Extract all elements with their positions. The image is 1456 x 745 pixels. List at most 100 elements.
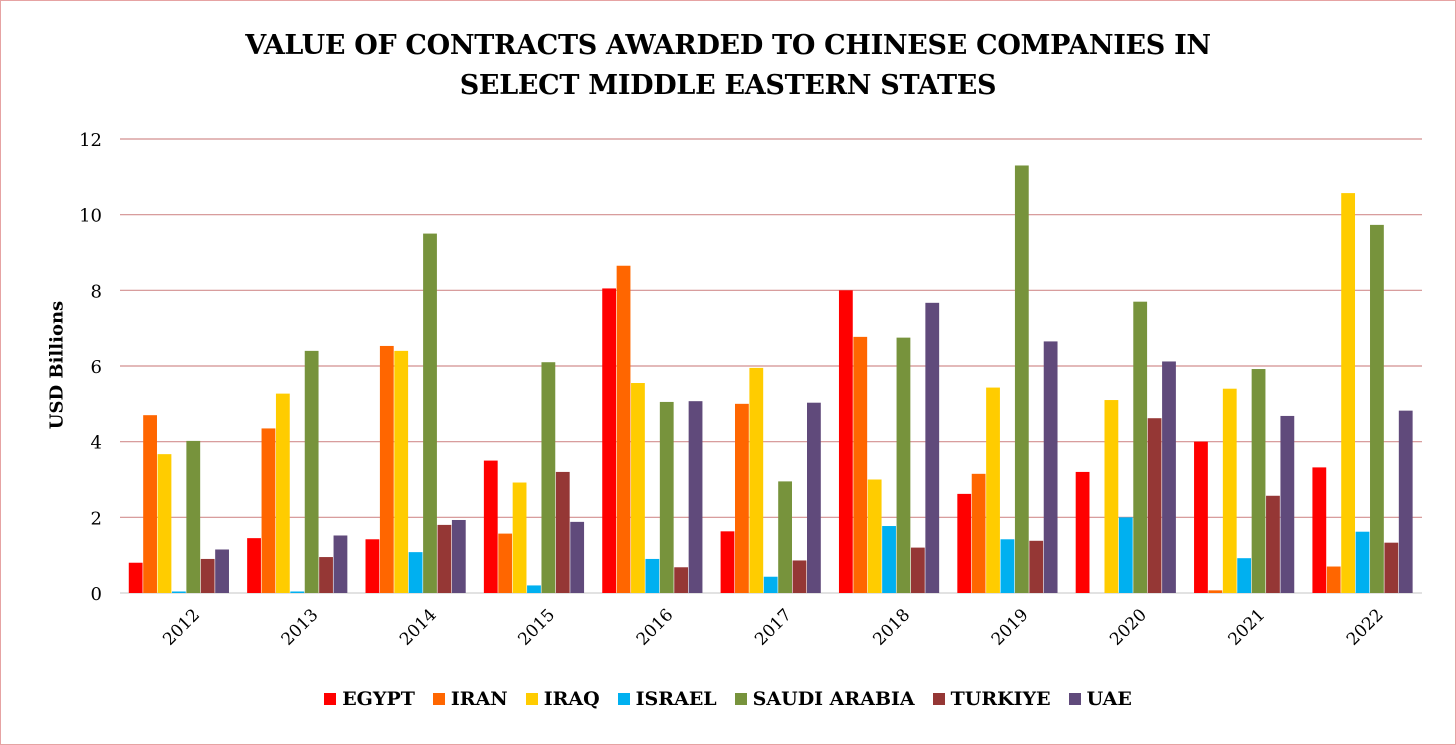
bar-turkiye-2019 (1029, 540, 1044, 593)
bar-iran-2013 (261, 428, 276, 593)
y-tick-label: 8 (91, 281, 102, 302)
bar-israel-2019 (1000, 539, 1015, 593)
bar-egypt-2018 (838, 290, 853, 593)
bar-saudi-arabia-2013 (304, 350, 319, 593)
bar-turkiye-2018 (910, 547, 925, 593)
legend-item-israel: ISRAEL (617, 688, 717, 710)
bar-iran-2017 (735, 403, 749, 593)
bar-egypt-2012 (128, 562, 143, 593)
bar-egypt-2017 (720, 531, 735, 593)
bar-uae-2013 (333, 535, 348, 593)
bar-iraq-2016 (631, 383, 645, 593)
bar-turkiye-2020 (1147, 418, 1162, 593)
bar-iran-2015 (498, 533, 513, 593)
bar-israel-2014 (408, 552, 423, 593)
bar-saudi-arabia-2015 (541, 362, 556, 593)
chart-title-line-1: VALUE OF CONTRACTS AWARDED TO CHINESE CO… (245, 30, 1211, 61)
bar-iran-2022 (1326, 566, 1341, 593)
x-tick-label: 2014 (396, 605, 441, 650)
legend-label: EGYPT (342, 688, 415, 710)
bar-uae-2012 (215, 549, 229, 593)
x-tick-label: 2020 (1106, 605, 1151, 650)
bar-turkiye-2022 (1384, 542, 1399, 593)
legend-item-iran: IRAN (432, 688, 508, 710)
bar-uae-2019 (1043, 341, 1058, 593)
legend-item-iraq: IRAQ (525, 688, 600, 710)
legend-label: TURKIYE (950, 688, 1051, 710)
legend-item-turkiye: TURKIYE (932, 688, 1051, 710)
bar-israel-2021 (1237, 558, 1252, 593)
bar-iran-2018 (853, 336, 868, 593)
legend-label: UAE (1086, 688, 1132, 710)
bar-uae-2021 (1280, 415, 1295, 593)
bar-turkiye-2016 (674, 567, 689, 593)
bar-iran-2016 (616, 265, 631, 593)
x-tick-label: 2018 (869, 605, 914, 650)
bar-iran-2014 (379, 345, 394, 593)
y-tick-label: 2 (91, 508, 102, 529)
legend-item-egypt: EGYPT (324, 688, 415, 710)
bar-saudi-arabia-2020 (1133, 301, 1148, 593)
bar-turkiye-2021 (1266, 495, 1280, 593)
bar-uae-2022 (1398, 410, 1413, 593)
x-tick-label: 2021 (1225, 605, 1270, 650)
bar-egypt-2015 (483, 460, 498, 593)
bar-israel-2017 (763, 576, 778, 593)
legend-label: SAUDI ARABIA (752, 688, 915, 710)
y-tick-label: 12 (79, 130, 102, 151)
x-tick-label: 2016 (633, 605, 678, 650)
legend-item-uae: UAE (1068, 688, 1132, 710)
bar-turkiye-2017 (792, 560, 807, 593)
bar-iran-2021 (1208, 590, 1223, 593)
bar-iraq-2022 (1341, 193, 1356, 593)
y-tick-label: 0 (91, 584, 102, 605)
legend-swatch (617, 693, 630, 705)
bar-iraq-2020 (1104, 400, 1119, 593)
chart-title: VALUE OF CONTRACTS AWARDED TO CHINESE CO… (0, 26, 1456, 106)
bar-egypt-2021 (1194, 441, 1208, 593)
bar-uae-2018 (925, 302, 940, 593)
bar-iraq-2013 (275, 393, 290, 593)
chart-title-line-2: SELECT MIDDLE EASTERN STATES (459, 70, 997, 101)
legend-swatch (432, 693, 445, 705)
bar-saudi-arabia-2017 (778, 481, 792, 593)
legend-swatch (932, 693, 945, 705)
bar-egypt-2014 (365, 539, 380, 593)
bar-israel-2013 (290, 591, 305, 593)
bar-israel-2018 (882, 526, 896, 593)
bar-saudi-arabia-2014 (423, 233, 437, 593)
bar-saudi-arabia-2018 (896, 337, 911, 594)
legend-swatch (525, 693, 538, 705)
bar-egypt-2013 (247, 538, 261, 593)
bar-uae-2020 (1162, 361, 1176, 593)
legend-swatch (1068, 693, 1081, 705)
bar-iraq-2018 (867, 479, 882, 593)
x-tick-label: 2013 (278, 605, 323, 650)
bar-israel-2022 (1355, 531, 1370, 593)
bar-egypt-2020 (1075, 471, 1090, 593)
bar-saudi-arabia-2016 (659, 401, 674, 593)
bar-iran-2012 (143, 415, 157, 593)
y-tick-label: 6 (91, 357, 102, 378)
bar-egypt-2022 (1312, 467, 1327, 593)
bar-saudi-arabia-2022 (1370, 224, 1384, 593)
legend-item-saudi-arabia: SAUDI ARABIA (734, 688, 915, 710)
bar-iraq-2021 (1222, 388, 1237, 593)
y-tick-label: 10 (79, 206, 102, 227)
x-tick-label: 2017 (751, 605, 796, 650)
bar-israel-2020 (1118, 517, 1133, 593)
legend-label: ISRAEL (635, 688, 717, 710)
bar-iraq-2017 (749, 367, 764, 593)
bar-saudi-arabia-2012 (186, 440, 201, 593)
bar-israel-2012 (171, 591, 186, 593)
bar-uae-2017 (807, 402, 821, 593)
legend-swatch (734, 693, 747, 705)
x-tick-label: 2019 (988, 605, 1033, 650)
bar-egypt-2016 (602, 288, 617, 593)
bar-israel-2015 (527, 585, 541, 593)
legend: EGYPT IRAN IRAQ ISRAEL SAUDI ARABIA TURKIYE UA… (0, 688, 1456, 710)
bar-saudi-arabia-2019 (1014, 165, 1029, 594)
bar-uae-2016 (688, 401, 703, 593)
